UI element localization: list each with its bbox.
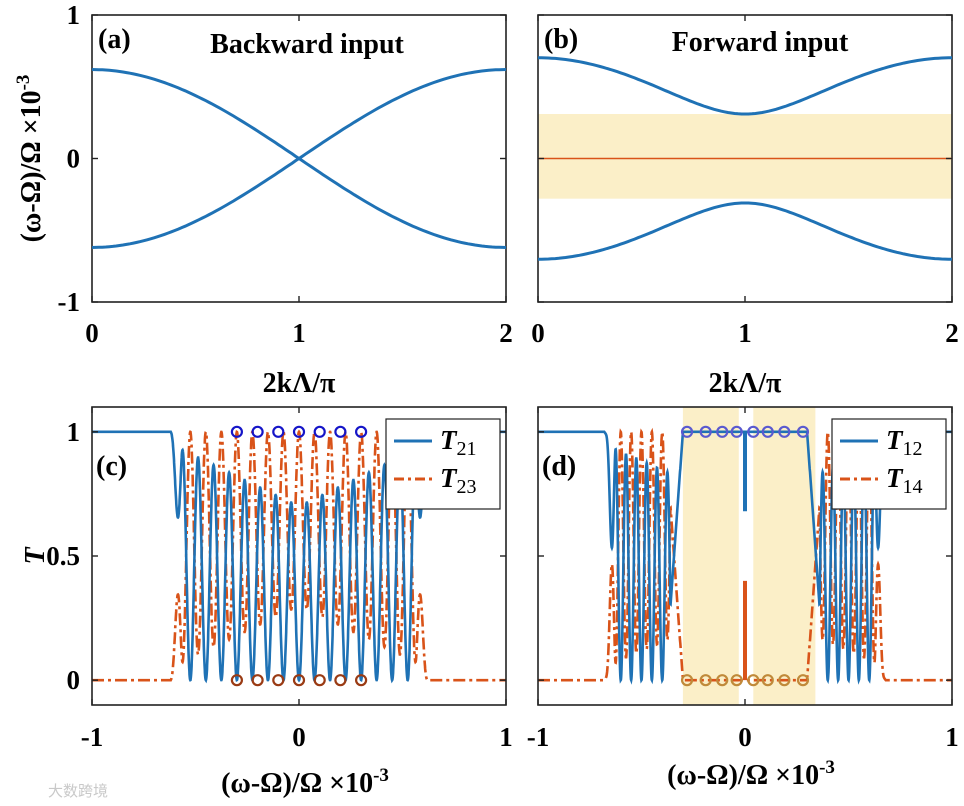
panel-label: (a) bbox=[98, 24, 131, 55]
legend-entry: T12 bbox=[886, 425, 923, 460]
y-axis-label: T bbox=[20, 546, 51, 565]
y-tick-label: 0.5 bbox=[46, 541, 80, 571]
x-axis-label: 2kΛ/π bbox=[263, 368, 336, 399]
x-tick-label: 2 bbox=[945, 318, 959, 348]
marker-bottom bbox=[355, 674, 368, 687]
marker-top bbox=[680, 425, 694, 438]
x-tick-label: 0 bbox=[292, 722, 306, 752]
x-axis-label: (ω-Ω)/Ω ×10-3 bbox=[667, 757, 835, 791]
marker-bottom bbox=[796, 674, 810, 687]
legend-entry: T14 bbox=[886, 463, 923, 498]
x-tick-label: 2 bbox=[499, 318, 513, 348]
x-tick-label: 0 bbox=[738, 722, 752, 752]
marker-top bbox=[292, 425, 306, 438]
marker-bottom bbox=[699, 674, 712, 687]
y-tick-label: 1 bbox=[67, 417, 81, 447]
x-tick-label: 1 bbox=[945, 722, 959, 752]
panel-label: (d) bbox=[542, 451, 576, 482]
legend-box bbox=[385, 418, 501, 510]
marker-top bbox=[761, 425, 774, 438]
x-tick-label: 0 bbox=[85, 318, 99, 348]
marker-bottom bbox=[272, 674, 285, 687]
x-tick-label: -1 bbox=[81, 722, 104, 752]
legend-entry: T23 bbox=[440, 463, 477, 498]
marker-top bbox=[778, 425, 791, 438]
panel-label: (c) bbox=[96, 451, 127, 482]
x-tick-label: 1 bbox=[292, 318, 306, 348]
marker-top bbox=[313, 425, 326, 438]
marker-bottom bbox=[778, 674, 791, 687]
shaded-band bbox=[753, 407, 816, 705]
marker-top bbox=[272, 425, 285, 438]
marker-top bbox=[796, 425, 810, 438]
marker-bottom bbox=[747, 674, 760, 687]
marker-bottom bbox=[680, 674, 694, 687]
series-lower-band bbox=[537, 201, 953, 261]
shaded-band bbox=[682, 407, 739, 705]
panel-label: (b) bbox=[544, 24, 578, 55]
y-tick-label: 1 bbox=[67, 0, 81, 30]
marker-top bbox=[230, 425, 243, 438]
marker-top bbox=[334, 425, 347, 438]
y-axis-label: (ω-Ω)/Ω ×10-3 bbox=[13, 75, 47, 243]
marker-bottom bbox=[761, 674, 774, 687]
marker-bottom bbox=[292, 674, 306, 687]
marker-bottom bbox=[230, 674, 243, 687]
x-axis-label: (ω-Ω)/Ω ×10-3 bbox=[221, 765, 389, 799]
y-tick-label: -1 bbox=[58, 287, 81, 317]
series-blue bbox=[92, 430, 506, 684]
series-blue bbox=[538, 430, 952, 685]
x-axis-label: 2kΛ/π bbox=[709, 368, 782, 399]
marker-bottom bbox=[730, 674, 743, 687]
x-tick-label: 0 bbox=[531, 318, 545, 348]
marker-top bbox=[699, 425, 712, 438]
panel-title: Backward input bbox=[210, 29, 404, 60]
x-tick-label: 1 bbox=[499, 722, 513, 752]
x-tick-label: -1 bbox=[527, 722, 550, 752]
shaded-band bbox=[538, 114, 952, 199]
series-orange bbox=[92, 428, 506, 682]
marker-top bbox=[716, 425, 729, 438]
series-lower-band bbox=[91, 68, 507, 249]
legend-box bbox=[831, 418, 947, 510]
y-tick-label: 0 bbox=[67, 665, 81, 695]
x-tick-label: 1 bbox=[738, 318, 752, 348]
series-upper-band bbox=[537, 56, 953, 116]
legend-entry: T21 bbox=[440, 425, 477, 460]
marker-bottom bbox=[313, 674, 326, 687]
watermark: 大数跨境 bbox=[48, 782, 108, 800]
marker-bottom bbox=[716, 674, 729, 687]
marker-bottom bbox=[251, 674, 264, 687]
panel-b: 0 1 2 (b) Forward input 2kΛ/π bbox=[531, 14, 959, 399]
marker-top bbox=[355, 425, 368, 438]
y-tick-label: 0 bbox=[67, 144, 81, 174]
panel-title: Forward input bbox=[672, 27, 849, 58]
marker-top bbox=[251, 425, 264, 438]
marker-top bbox=[730, 425, 743, 438]
marker-bottom bbox=[334, 674, 347, 687]
marker-top bbox=[747, 425, 760, 438]
